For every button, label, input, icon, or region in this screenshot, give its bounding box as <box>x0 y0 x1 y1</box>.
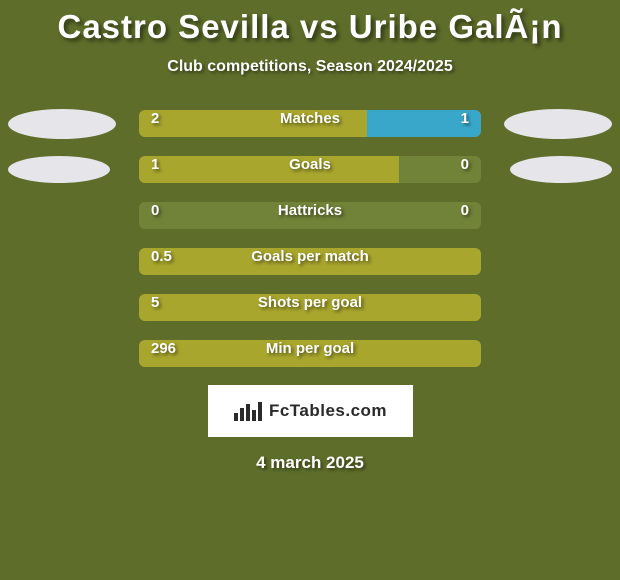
stat-row: 2 1 Matches <box>0 110 620 137</box>
stat-bar: 296 Min per goal <box>139 340 481 367</box>
stat-label: Min per goal <box>266 340 354 357</box>
source-badge-text: FcTables.com <box>269 401 387 421</box>
stat-label: Shots per goal <box>258 294 362 311</box>
stat-label: Goals <box>289 156 331 173</box>
stat-value-right: 0 <box>461 156 469 173</box>
footer-date: 4 march 2025 <box>256 453 364 473</box>
chart-bars-icon <box>233 400 263 422</box>
stat-value-right: 0 <box>461 202 469 219</box>
stat-value-left: 5 <box>151 294 159 311</box>
stat-row: 1 0 Goals <box>0 156 620 183</box>
stat-bar: 0 0 Hattricks <box>139 202 481 229</box>
stat-label: Matches <box>280 110 340 127</box>
stat-row: 5 Shots per goal <box>0 294 620 321</box>
stat-label: Goals per match <box>251 248 369 265</box>
stat-bar: 1 0 Goals <box>139 156 481 183</box>
stat-row: 0.5 Goals per match <box>0 248 620 275</box>
stat-bar: 2 1 Matches <box>139 110 481 137</box>
stat-bar: 5 Shots per goal <box>139 294 481 321</box>
stat-rows: 2 1 Matches 1 0 Goals 0 0 Hattricks 0.5 Goals per … <box>0 110 620 367</box>
stat-value-left: 2 <box>151 110 159 127</box>
source-badge: FcTables.com <box>208 385 413 437</box>
stat-bar-left <box>139 156 399 183</box>
stat-value-left: 1 <box>151 156 159 173</box>
page-subtitle: Club competitions, Season 2024/2025 <box>167 58 452 76</box>
stat-row: 0 0 Hattricks <box>0 202 620 229</box>
stat-value-left: 296 <box>151 340 176 357</box>
stat-value-right: 1 <box>461 110 469 127</box>
stat-row: 296 Min per goal <box>0 340 620 367</box>
player-avatar-left <box>8 156 110 183</box>
stat-value-left: 0.5 <box>151 248 172 265</box>
stat-bar: 0.5 Goals per match <box>139 248 481 275</box>
player-avatar-right <box>504 109 612 139</box>
comparison-card: Castro Sevilla vs Uribe GalÃ¡n Club comp… <box>0 0 620 580</box>
stat-label: Hattricks <box>278 202 342 219</box>
player-avatar-right <box>510 156 612 183</box>
stat-value-left: 0 <box>151 202 159 219</box>
player-avatar-left <box>8 109 116 139</box>
page-title: Castro Sevilla vs Uribe GalÃ¡n <box>57 8 562 46</box>
